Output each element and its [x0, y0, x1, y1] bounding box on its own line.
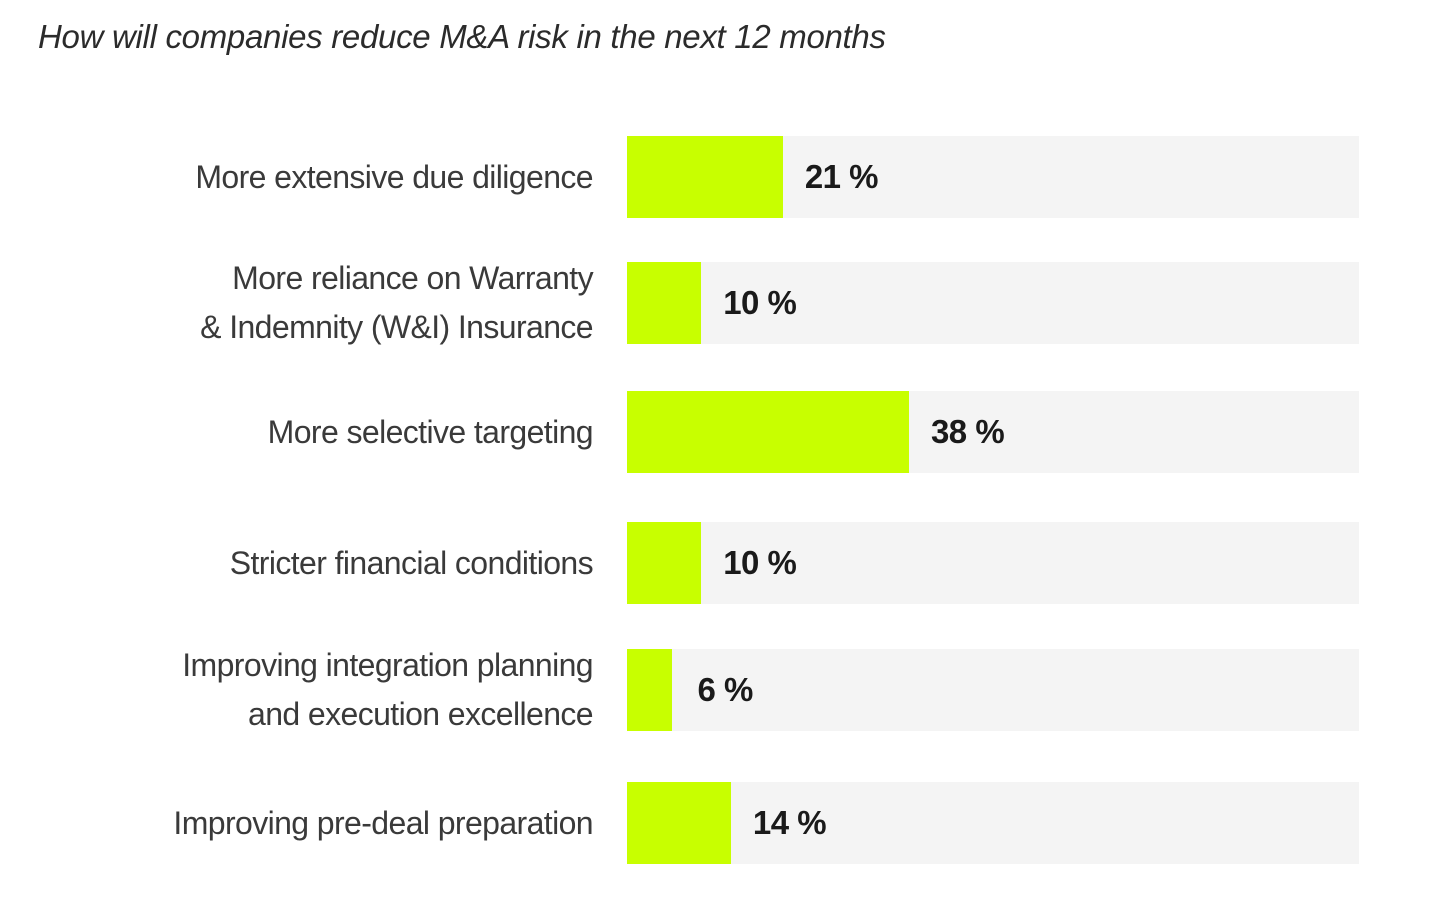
category-label: More selective targeting — [267, 391, 594, 473]
bar — [627, 522, 702, 604]
category-label-text: More extensive due diligence — [195, 153, 593, 202]
bar-track: 21 % — [627, 136, 1359, 218]
data-label: 21 % — [804, 158, 879, 195]
bar — [627, 649, 672, 731]
bar — [627, 262, 702, 344]
data-label: 14 % — [752, 804, 827, 841]
category-label: Improving integration planning and execut… — [182, 647, 593, 732]
category-label-line: Improving pre-deal preparation — [173, 804, 593, 841]
bar — [627, 782, 731, 864]
category-label: More reliance on Warranty & Indemnity (W&… — [200, 260, 593, 345]
category-label-text: Improving pre-deal preparation — [173, 799, 593, 848]
category-label: Improving pre-deal preparation — [173, 782, 593, 864]
bar-row: Stricter financial conditions 10 % — [0, 522, 1440, 604]
bar-row: Improving integration planning and execut… — [0, 647, 1440, 732]
data-label: 10 % — [723, 284, 797, 321]
category-label-text: More selective targeting — [267, 408, 594, 457]
category-label-line: and execution excellence — [248, 696, 594, 732]
data-label: 10 % — [723, 544, 797, 581]
bar-track: 10 % — [627, 262, 1359, 344]
bar-track: 38 % — [627, 391, 1359, 473]
bar-row: More extensive due diligence 21 % — [0, 136, 1440, 218]
bar-row: Improving pre-deal preparation 14 % — [0, 782, 1440, 864]
bar-track: 10 % — [627, 522, 1359, 604]
category-label-line: More selective targeting — [267, 413, 594, 450]
category-label-line: Improving integration planning — [182, 647, 593, 683]
bar-track: 14 % — [627, 782, 1359, 864]
chart-title: How will companies reduce M&A risk in th… — [38, 18, 886, 55]
bar — [627, 391, 909, 473]
category-label-text: More reliance on Warranty & Indemnity (W&… — [200, 254, 593, 352]
bar-row: More selective targeting 38 % — [0, 391, 1440, 473]
data-label: 38 % — [930, 413, 1005, 450]
category-label: More extensive due diligence — [195, 136, 593, 218]
category-label-text: Improving integration planning and execut… — [182, 641, 593, 739]
category-label-line: & Indemnity (W&I) Insurance — [200, 309, 593, 345]
data-label: 6 % — [697, 671, 754, 708]
category-label-line: More extensive due diligence — [195, 158, 593, 195]
bar-track: 6 % — [627, 649, 1359, 731]
category-label-line: More reliance on Warranty — [232, 260, 593, 296]
category-label-line: Stricter financial conditions — [229, 544, 594, 581]
bar — [627, 136, 783, 218]
bar-row: More reliance on Warranty & Indemnity (W&… — [0, 260, 1440, 345]
category-label: Stricter financial conditions — [229, 522, 594, 604]
category-label-text: Stricter financial conditions — [229, 539, 594, 588]
